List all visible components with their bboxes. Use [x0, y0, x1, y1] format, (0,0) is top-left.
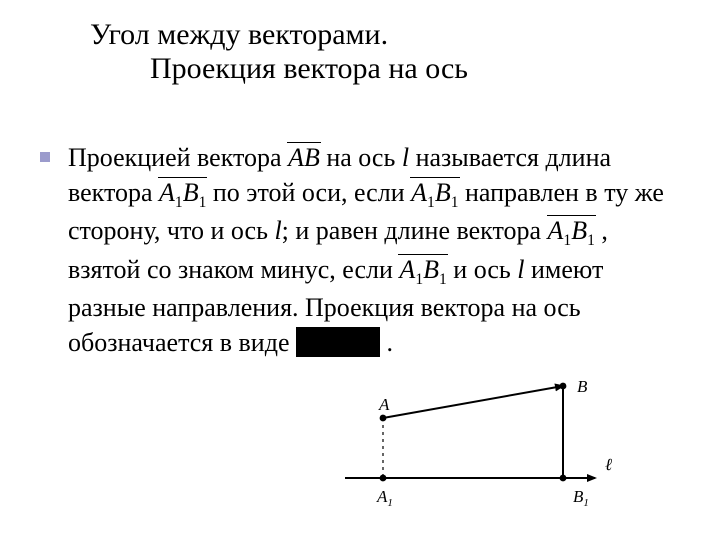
svg-text:B: B: [577, 377, 588, 396]
svg-text:A: A: [378, 395, 390, 414]
svg-text:A1: A1: [376, 487, 393, 509]
axis-l: l: [517, 255, 524, 284]
slide-title: Угол между векторами. Проекция вектора н…: [90, 18, 680, 86]
vector-a1b1: A1B1: [411, 175, 458, 213]
text-frag: ; и равен длине вектора: [282, 216, 548, 245]
svg-text:B1: B1: [573, 487, 589, 509]
text-frag: на ось: [320, 143, 402, 172]
text-frag: и ось: [447, 255, 517, 284]
vector-ab: AB: [288, 140, 320, 175]
vector-a1b1: A1B1: [159, 175, 206, 213]
redacted-box: [296, 327, 380, 357]
axis-l: l: [402, 143, 409, 172]
vector-a1b1: A1B1: [399, 252, 446, 290]
projection-diagram: A B A1 B1 ℓ: [335, 370, 635, 535]
vector-a1b1: A1B1: [548, 213, 595, 251]
axis-l: l: [274, 216, 281, 245]
svg-text:ℓ: ℓ: [605, 455, 612, 474]
text-frag: Проекцией вектора: [68, 143, 288, 172]
title-line-1: Угол между векторами.: [90, 18, 680, 52]
bullet-icon: [40, 152, 50, 162]
text-frag: по этой оси, если: [206, 178, 411, 207]
title-line-2: Проекция вектора на ось: [90, 52, 680, 86]
body-paragraph: Проекцией вектора AB на ось l называется…: [68, 140, 670, 360]
text-frag: .: [380, 328, 393, 357]
